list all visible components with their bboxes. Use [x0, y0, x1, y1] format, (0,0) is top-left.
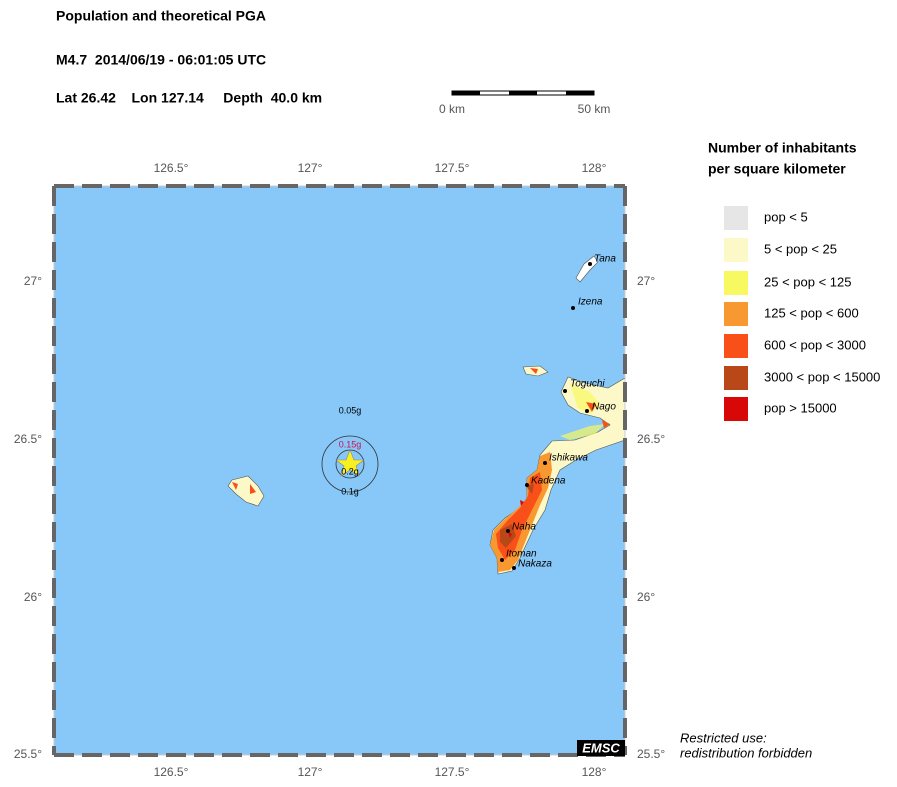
legend-swatch: [724, 334, 748, 358]
map: 0.05g 0.15g 0.2g 0.1g Tana Izena Toguchi…: [52, 184, 627, 757]
event: M4.7 2014/06/19 - 06:01:05 UTC: [56, 52, 266, 68]
lat-tick: 27°: [24, 274, 42, 288]
lon-tick: 128°: [582, 765, 607, 779]
city-label: Naha: [512, 522, 536, 533]
axis-ticks: 126.5° 127° 127.5° 128° 126.5° 127° 127.…: [14, 161, 666, 779]
legend-label: 600 < pop < 3000: [764, 337, 866, 352]
lat-tick: 26.5°: [14, 432, 42, 446]
pga-label: 0.05g: [339, 405, 362, 415]
lat-tick: 26°: [24, 590, 42, 604]
lat-tick: 26°: [637, 590, 655, 604]
lon-tick: 127.5°: [435, 765, 470, 779]
legend-label: 5 < pop < 25: [764, 241, 837, 256]
legend-title: per square kilometer: [708, 161, 846, 177]
lat-tick: 25.5°: [637, 747, 665, 761]
lon-tick: 127.5°: [435, 161, 470, 175]
scale-start: 0 km: [439, 102, 465, 116]
pga-label: 0.1g: [341, 486, 359, 496]
city-label: Izena: [578, 297, 603, 308]
legend-swatch: [724, 366, 748, 390]
legend-label: 25 < pop < 125: [764, 274, 851, 289]
title: Population and theoretical PGA: [56, 8, 266, 24]
lat-tick: 27°: [637, 274, 655, 288]
lon-tick: 127°: [298, 765, 323, 779]
city-label: Nago: [592, 402, 616, 413]
legend-swatch: [724, 271, 748, 295]
legend: Number of inhabitants per square kilomet…: [708, 140, 880, 421]
legend-swatch: [724, 302, 748, 326]
legend-label: pop < 5: [764, 209, 808, 224]
legend-title: Number of inhabitants: [708, 140, 857, 156]
footer: Restricted use:: [680, 730, 767, 745]
lon-tick: 127°: [298, 161, 323, 175]
city-label: Tana: [594, 254, 616, 265]
city-label: Itoman: [506, 549, 537, 560]
lat-tick: 25.5°: [14, 747, 42, 761]
city-label: Kadena: [531, 476, 566, 487]
lon-tick: 128°: [582, 161, 607, 175]
pga-label: 0.15g: [339, 439, 362, 449]
legend-swatch: [724, 238, 748, 262]
city-label: Toguchi: [570, 379, 605, 390]
location: Lat 26.42 Lon 127.14 Depth 40.0 km: [56, 90, 322, 106]
logo: EMSC: [582, 740, 620, 755]
legend-label: pop > 15000: [764, 400, 837, 415]
pga-label: 0.2g: [341, 466, 359, 476]
lat-tick: 26.5°: [637, 432, 665, 446]
legend-swatch: [724, 397, 748, 421]
city-label: Ishikawa: [549, 453, 588, 464]
legend-label: 3000 < pop < 15000: [764, 369, 880, 384]
lon-tick: 126.5°: [154, 161, 189, 175]
lon-tick: 126.5°: [154, 765, 189, 779]
scale-bar: 0 km 50 km: [439, 90, 611, 116]
scale-end: 50 km: [578, 102, 611, 116]
city-label: Nakaza: [518, 559, 552, 570]
legend-swatch: [724, 206, 748, 230]
cities: Tana Izena Toguchi Nago Ishikawa Kadena …: [500, 254, 616, 570]
legend-label: 125 < pop < 600: [764, 305, 859, 320]
footer: redistribution forbidden: [680, 745, 812, 760]
